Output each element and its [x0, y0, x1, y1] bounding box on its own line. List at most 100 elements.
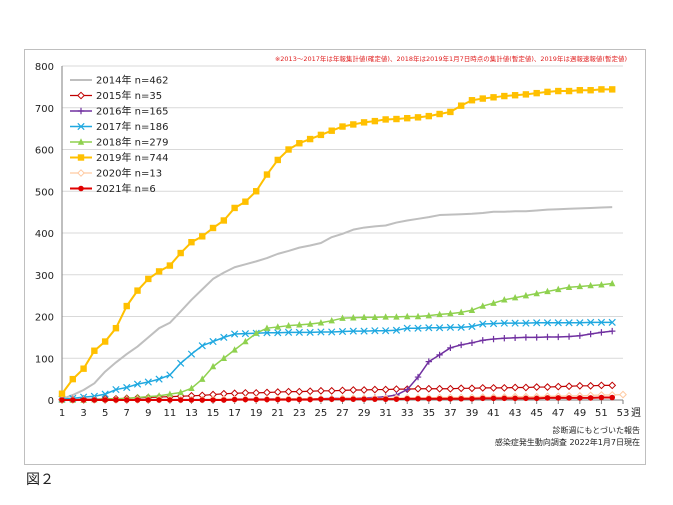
data-point [489, 319, 498, 328]
x-tick-label: 3 [80, 408, 86, 419]
data-point [587, 87, 594, 94]
data-point [285, 396, 292, 403]
data-point [145, 275, 152, 283]
data-point [274, 329, 282, 337]
data-point [296, 396, 303, 403]
data-point [587, 395, 594, 401]
data-point [511, 92, 519, 99]
figure-caption: 図２ [26, 472, 54, 488]
data-point [241, 388, 250, 397]
data-point [479, 395, 486, 402]
data-point [511, 383, 520, 392]
legend-label: 2017年 n=186 [96, 120, 168, 133]
chart-frame [24, 49, 646, 465]
data-point [609, 86, 616, 93]
data-point [91, 397, 98, 403]
legend-item: 2020年 n=13 [70, 167, 162, 180]
data-point [522, 91, 530, 98]
series-line [61, 206, 613, 401]
data-point [532, 383, 541, 391]
data-point [575, 381, 584, 390]
data-point [339, 396, 346, 402]
data-point [566, 395, 572, 401]
data-point [424, 384, 433, 393]
data-point [511, 319, 519, 327]
data-point [177, 249, 184, 257]
data-point [123, 397, 130, 403]
x-tick-label: 13 [185, 408, 198, 419]
data-point [220, 333, 228, 341]
legend-item: 2016年 n=165 [70, 105, 168, 118]
data-point [221, 397, 227, 403]
data-point [609, 327, 616, 335]
legend-swatch-marker [77, 169, 85, 177]
data-point [263, 171, 271, 178]
data-point [490, 94, 497, 101]
x-tick-label: 39 [466, 408, 479, 419]
data-point [69, 397, 76, 403]
data-point [252, 188, 260, 195]
data-point [414, 114, 422, 121]
legend-label: 2020年 n=13 [96, 167, 162, 180]
data-point [263, 324, 271, 331]
data-point [565, 283, 573, 290]
data-point [500, 383, 509, 392]
x-tick-label: 51 [595, 408, 608, 419]
data-point [414, 312, 422, 320]
data-point [199, 375, 206, 382]
data-point [511, 294, 519, 301]
data-point [112, 385, 120, 394]
data-point [381, 385, 390, 394]
data-point [231, 396, 238, 403]
data-point [587, 330, 594, 338]
y-tick-label: 100 [35, 354, 54, 365]
chart-note: ※2013～2017年は年報集計値(確定値)、2018年は2019年1月7日時点… [275, 54, 627, 63]
data-point [134, 287, 141, 294]
x-tick-label: 25 [315, 408, 328, 419]
data-point [274, 323, 281, 330]
data-point [403, 324, 411, 332]
data-point [188, 384, 195, 392]
data-point [155, 268, 163, 275]
legend-label: 2021年 n=6 [96, 182, 156, 195]
data-point [220, 217, 228, 224]
x-tick-label: 45 [530, 408, 543, 419]
data-point [242, 396, 249, 403]
x-tick-label: 23 [293, 408, 306, 419]
data-point [296, 140, 303, 147]
data-point [436, 310, 443, 318]
data-point [414, 373, 422, 381]
data-point [392, 326, 401, 334]
data-point [490, 395, 497, 402]
y-tick-label: 200 [35, 313, 54, 324]
data-point [328, 328, 336, 336]
data-point [543, 319, 552, 327]
data-point [565, 319, 573, 327]
x-tick-label: 7 [124, 408, 130, 419]
data-point [523, 395, 529, 402]
data-point [425, 311, 433, 319]
x-tick-label: 15 [207, 408, 220, 419]
data-point [587, 318, 595, 326]
data-point [435, 324, 444, 332]
y-tick-label: 0 [48, 396, 54, 407]
x-tick-label: 49 [573, 408, 586, 419]
x-tick-label: 43 [509, 408, 522, 419]
data-point [382, 327, 390, 335]
y-tick-label: 600 [35, 146, 54, 157]
data-point [350, 121, 357, 128]
data-point [447, 395, 454, 402]
data-point [59, 397, 65, 403]
data-point [295, 328, 303, 336]
data-point [339, 123, 346, 130]
data-point [371, 327, 379, 335]
x-tick-label: 21 [271, 408, 284, 419]
data-point [145, 397, 152, 403]
series-4 [58, 318, 616, 403]
data-point [166, 371, 174, 379]
data-point [414, 384, 422, 393]
data-point [156, 397, 162, 403]
data-point [307, 396, 313, 403]
data-point [360, 327, 368, 335]
data-point [263, 388, 271, 397]
